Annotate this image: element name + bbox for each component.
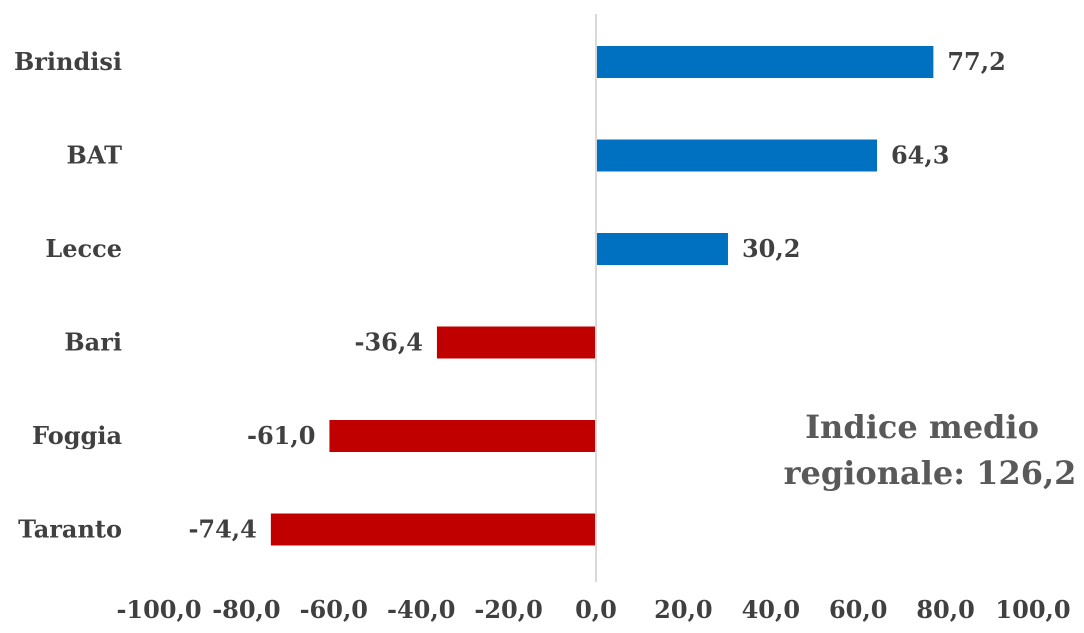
x-tick-label: -100,0 [116, 595, 201, 624]
data-label-bat: 64,3 [891, 141, 949, 170]
x-tick-label: 80,0 [916, 595, 974, 624]
x-tick-label: 60,0 [829, 595, 887, 624]
category-label-bat: BAT [67, 141, 123, 170]
annotation-line-2: regionale: 126,2 [784, 454, 1077, 492]
data-label-lecce: 30,2 [742, 234, 800, 263]
bars-layer [270, 46, 934, 546]
category-label-foggia: Foggia [32, 421, 122, 450]
annotation-line-1: Indice medio [805, 408, 1039, 446]
bar-foggia [329, 420, 596, 452]
x-tick-label: 0,0 [575, 595, 617, 624]
x-tick-label: -40,0 [387, 595, 455, 624]
bar-lecce [596, 233, 728, 265]
category-label-brindisi: Brindisi [14, 47, 122, 76]
category-label-lecce: Lecce [45, 234, 122, 263]
labels-layer: Brindisi 77,2 BAT 64,3 Lecce 30,2 Bari -36,4 Fog… [14, 47, 1006, 544]
bar-bari [436, 326, 596, 359]
data-label-brindisi: 77,2 [947, 47, 1005, 76]
data-label-foggia: -61,0 [247, 421, 315, 450]
bar-taranto [270, 513, 596, 546]
data-label-taranto: -74,4 [188, 515, 256, 544]
bar-bat [596, 139, 877, 172]
category-label-taranto: Taranto [18, 515, 122, 544]
bar-brindisi [596, 46, 934, 78]
data-label-bari: -36,4 [355, 328, 423, 357]
x-tick-label: -80,0 [212, 595, 280, 624]
x-tick-label: -60,0 [300, 595, 368, 624]
x-axis-tick-labels: -100,0 -80,0 -60,0 -40,0 -20,0 0,0 20,0 40,0 60,… [116, 595, 1070, 624]
x-tick-label: -20,0 [474, 595, 542, 624]
x-tick-label: 20,0 [654, 595, 712, 624]
category-label-bari: Bari [64, 328, 122, 357]
x-tick-label: 40,0 [742, 595, 800, 624]
x-tick-label: 100,0 [995, 595, 1070, 624]
